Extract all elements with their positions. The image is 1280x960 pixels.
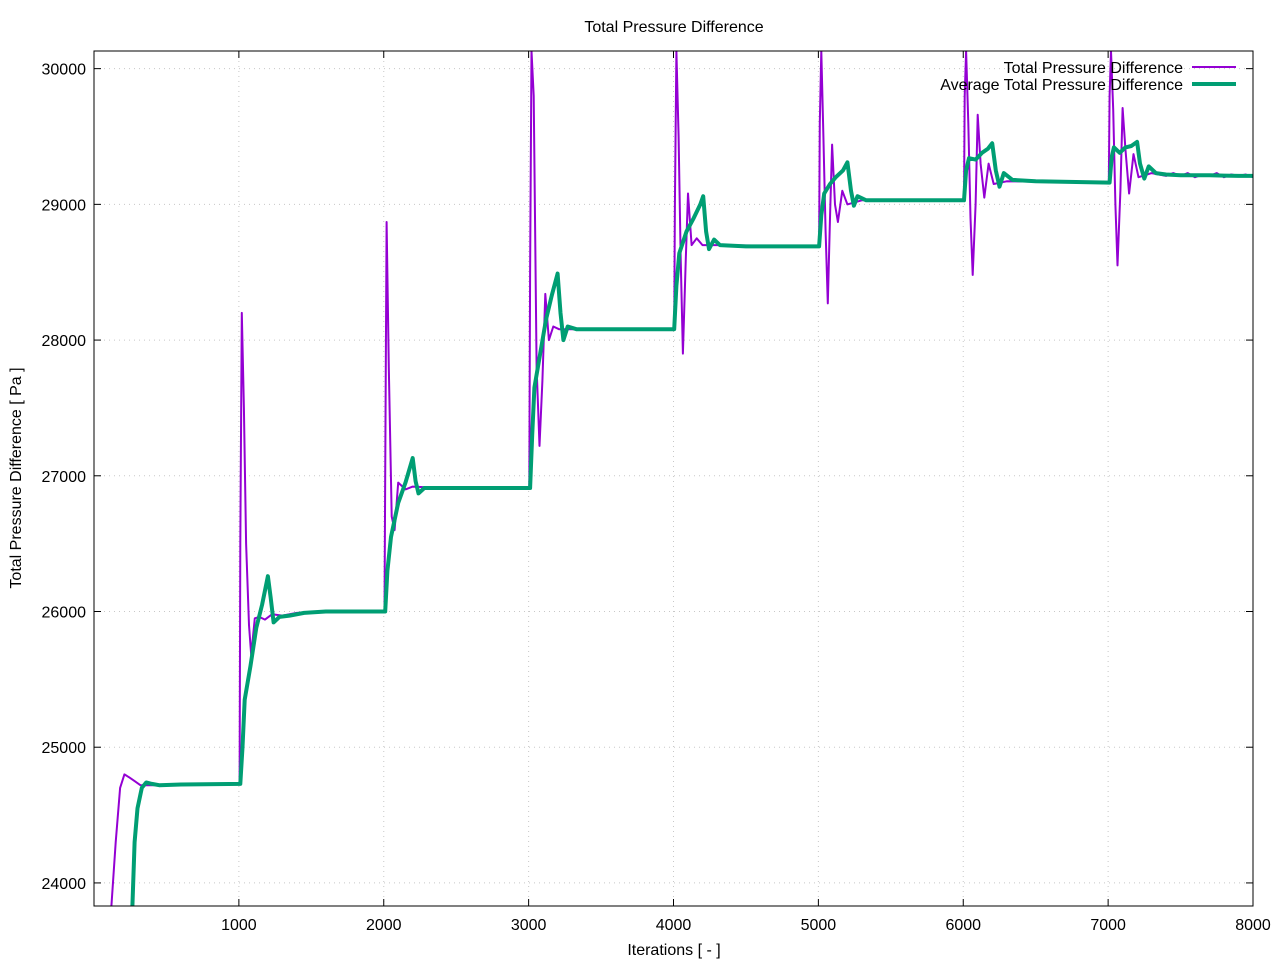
x-tick-label: 2000 [366, 917, 402, 934]
y-tick-label: 25000 [42, 740, 87, 757]
y-tick-label: 28000 [42, 333, 87, 350]
y-tick-label: 26000 [42, 605, 87, 622]
series-line-total-pressure-difference [110, 51, 1253, 906]
y-tick-label: 30000 [42, 62, 87, 79]
legend-label-total-pressure-difference: Total Pressure Difference [1004, 60, 1183, 77]
x-tick-label: 8000 [1235, 917, 1271, 934]
x-tick-label: 1000 [221, 917, 257, 934]
chart-title: Total Pressure Difference [584, 19, 763, 36]
y-tick-label: 24000 [42, 876, 87, 893]
y-axis-label: Total Pressure Difference [ Pa ] [8, 367, 25, 588]
y-tick-label: 27000 [42, 469, 87, 486]
x-tick-label: 4000 [656, 917, 692, 934]
x-tick-label: 7000 [1090, 917, 1126, 934]
x-axis-label: Iterations [ - ] [627, 942, 720, 959]
grid-lines [94, 51, 1253, 906]
x-tick-label: 6000 [945, 917, 981, 934]
x-tick-label: 3000 [511, 917, 547, 934]
series-layer [110, 51, 1253, 906]
y-tick-label: 29000 [42, 197, 87, 214]
axis-ticks: 1000 2000 3000 4000 5000 6000 7000 8000 24000 250… [42, 51, 1271, 934]
legend-label-average-total-pressure-difference: Average Total Pressure Difference [940, 77, 1183, 94]
series-line-average-total-pressure-difference [130, 139, 1253, 906]
x-tick-label: 5000 [801, 917, 837, 934]
legend: Total Pressure Difference Average Total … [940, 60, 1236, 94]
